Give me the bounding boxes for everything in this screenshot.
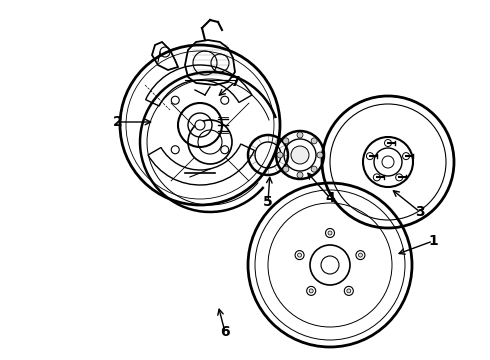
Circle shape	[317, 152, 323, 158]
Text: 2: 2	[113, 115, 123, 129]
Circle shape	[328, 231, 332, 235]
Circle shape	[283, 138, 289, 144]
Circle shape	[347, 289, 351, 293]
Circle shape	[297, 172, 303, 178]
Text: 5: 5	[263, 195, 273, 209]
Circle shape	[291, 146, 309, 164]
Circle shape	[311, 138, 317, 144]
Circle shape	[195, 120, 205, 130]
Text: 1: 1	[428, 234, 438, 248]
Circle shape	[309, 289, 313, 293]
Circle shape	[311, 166, 317, 172]
Text: 6: 6	[220, 325, 230, 339]
Text: 7: 7	[230, 75, 240, 89]
Text: 4: 4	[325, 191, 335, 205]
Circle shape	[382, 156, 394, 168]
Circle shape	[277, 152, 283, 158]
Circle shape	[321, 256, 339, 274]
Circle shape	[283, 166, 289, 172]
Text: 3: 3	[415, 205, 425, 219]
Circle shape	[297, 253, 301, 257]
Circle shape	[358, 253, 363, 257]
Circle shape	[297, 132, 303, 138]
